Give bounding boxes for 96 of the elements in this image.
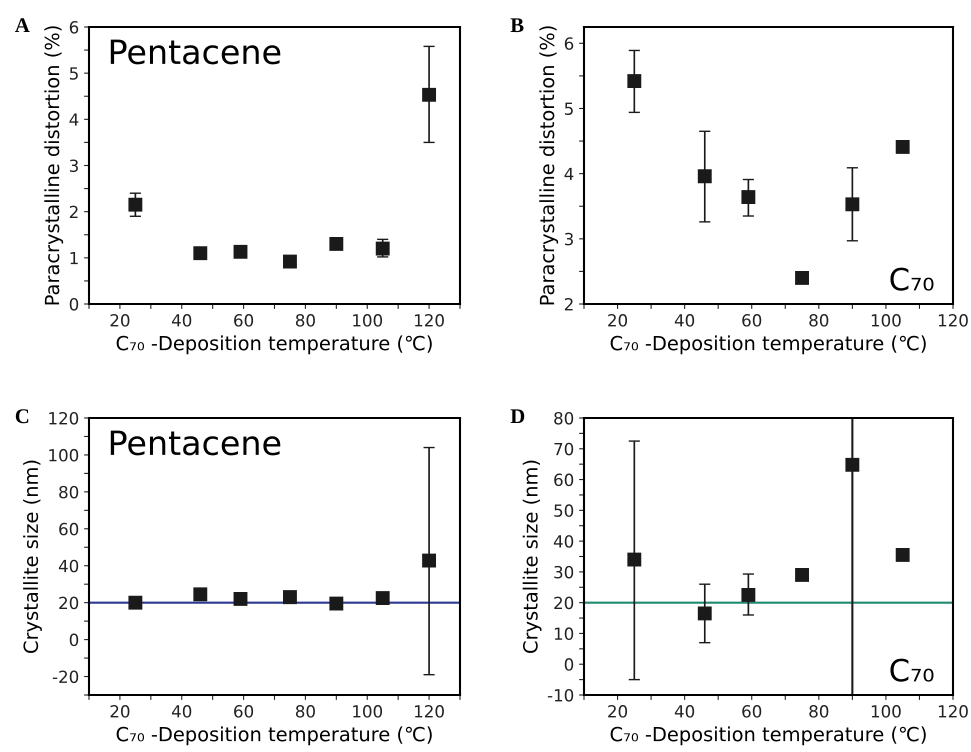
y-tick-label: 0: [70, 634, 78, 646]
y-tick-label: 60: [59, 522, 78, 536]
y-tick-label: 0: [564, 658, 574, 671]
annotation: C₇₀: [890, 658, 934, 682]
x-tick-label: 120: [938, 705, 968, 718]
x-axis-title: C₇₀ -Deposition temperature (℃): [610, 726, 926, 746]
point: [627, 552, 642, 567]
point: [283, 590, 297, 604]
x-axis-title: C₇₀ -Deposition temperature (℃): [116, 726, 432, 746]
y-tick-label: 80: [554, 412, 574, 425]
y-tick-label: 40: [58, 560, 78, 572]
y-tick-label: 0: [70, 298, 78, 311]
y-tick-label: 4: [69, 114, 78, 126]
point: [741, 190, 756, 204]
x-tick-label: 80: [809, 314, 828, 327]
x-tick-label: 20: [608, 314, 628, 327]
point: [896, 548, 910, 562]
point: [283, 254, 297, 268]
x-tick-label: 20: [608, 705, 628, 718]
x-tick-label: 40: [674, 314, 694, 327]
x-axis-title: C₇₀ -Deposition temperature (℃): [610, 335, 926, 354]
point: [329, 237, 344, 251]
annotation: Pentacene: [110, 430, 280, 456]
y-tick-label: 80: [59, 486, 78, 498]
annotation: C₇₀: [890, 268, 934, 291]
x-axis-title: C₇₀ -Deposition temperature (℃): [116, 335, 432, 354]
y-tick-label: 70: [554, 442, 574, 456]
y-tick-label: 5: [70, 67, 78, 80]
point: [329, 596, 344, 611]
x-tick-label: 80: [296, 314, 315, 327]
point: [422, 554, 436, 568]
point: [795, 270, 809, 285]
x-tick-label: 100: [872, 705, 901, 718]
point: [193, 587, 208, 602]
y-tick-label: 3: [70, 159, 78, 172]
point: [422, 88, 436, 102]
point: [234, 244, 248, 259]
point: [128, 198, 142, 212]
x-tick-label: 20: [110, 705, 130, 718]
x-tick-label: 60: [234, 314, 254, 327]
annotation: Pentacene: [110, 40, 280, 64]
x-tick-label: 100: [353, 314, 382, 327]
point: [627, 74, 642, 88]
y-tick-label: 6: [70, 20, 78, 34]
y-tick-label: 5: [564, 102, 573, 116]
x-tick-label: 120: [415, 705, 444, 718]
x-tick-label: 20: [110, 314, 130, 327]
chart-title: C: [16, 409, 28, 424]
y-tick-label: 20: [554, 596, 574, 610]
point: [193, 246, 208, 260]
y-tick-label: -10: [548, 688, 574, 702]
y-axis-title: Crystallite size (nm): [522, 460, 542, 653]
x-tick-label: 100: [353, 705, 382, 718]
x-tick-label: 60: [234, 705, 254, 718]
x-tick-label: 80: [296, 705, 315, 718]
y-tick-label: 100: [49, 448, 78, 462]
chart-title: D: [510, 409, 524, 424]
y-tick-label: 60: [554, 474, 574, 486]
point: [234, 592, 248, 606]
y-tick-label: 120: [49, 412, 78, 425]
y-tick-label: 2: [70, 206, 78, 218]
x-tick-label: 60: [742, 705, 762, 718]
chart-title: B: [510, 18, 524, 32]
x-tick-label: 60: [742, 314, 762, 327]
point: [376, 242, 390, 256]
point: [698, 169, 712, 184]
point: [845, 197, 860, 212]
y-tick-label: -20: [52, 670, 78, 684]
x-tick-label: 100: [872, 314, 901, 327]
x-tick-label: 40: [172, 314, 192, 327]
x-tick-label: 120: [938, 314, 968, 327]
x-tick-label: 80: [809, 705, 828, 718]
point: [845, 458, 860, 472]
y-tick-label: 3: [564, 232, 573, 246]
y-tick-label: 50: [554, 504, 574, 517]
y-axis-title: Crystallite size (nm): [23, 460, 42, 653]
y-tick-label: 1: [70, 252, 78, 264]
point: [795, 568, 809, 582]
x-tick-label: 120: [415, 314, 444, 327]
y-tick-label: 2: [564, 298, 573, 310]
point: [896, 140, 910, 154]
x-tick-label: 40: [172, 705, 192, 718]
y-axis-title: Paracrystalline distortion (%): [44, 26, 64, 304]
y-axis-title: Paracrystalline distortion (%): [539, 26, 558, 304]
point: [698, 606, 712, 620]
y-tick-label: 4: [564, 168, 574, 180]
point: [741, 588, 756, 602]
y-tick-label: 6: [564, 37, 574, 50]
chart-title: A: [15, 18, 30, 32]
point: [376, 591, 390, 605]
x-tick-label: 40: [674, 705, 694, 718]
y-tick-label: 10: [554, 627, 574, 640]
y-tick-label: 30: [554, 566, 574, 578]
y-tick-label: 40: [554, 535, 574, 548]
point: [128, 596, 142, 610]
y-tick-label: 20: [59, 596, 78, 610]
